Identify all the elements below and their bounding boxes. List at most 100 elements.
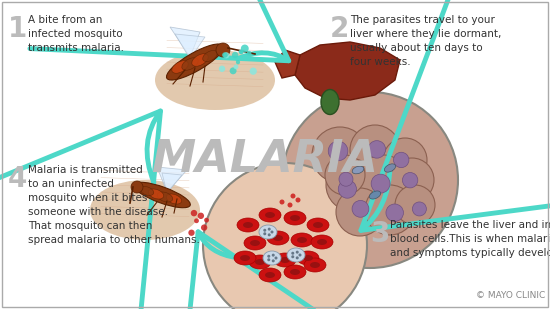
Circle shape	[188, 230, 195, 236]
Ellipse shape	[290, 215, 300, 221]
Ellipse shape	[303, 255, 313, 261]
Ellipse shape	[155, 50, 275, 110]
Ellipse shape	[259, 268, 281, 282]
Circle shape	[272, 254, 275, 257]
Polygon shape	[295, 42, 400, 100]
Circle shape	[272, 259, 275, 262]
Ellipse shape	[274, 253, 296, 267]
Circle shape	[325, 155, 365, 195]
Circle shape	[412, 202, 426, 216]
Circle shape	[216, 43, 230, 57]
Circle shape	[223, 52, 229, 58]
Circle shape	[292, 255, 294, 258]
Ellipse shape	[273, 235, 283, 241]
Ellipse shape	[267, 231, 289, 245]
Text: MALARIA: MALARIA	[152, 138, 378, 181]
Ellipse shape	[291, 233, 313, 247]
Polygon shape	[162, 173, 182, 193]
Text: A bite from an
infected mosquito
transmits malaria.: A bite from an infected mosquito transmi…	[28, 15, 124, 53]
Circle shape	[197, 213, 204, 219]
Ellipse shape	[352, 166, 364, 174]
Text: 2: 2	[330, 15, 349, 43]
Circle shape	[352, 201, 369, 217]
Ellipse shape	[243, 222, 253, 228]
Ellipse shape	[287, 248, 305, 262]
Circle shape	[274, 256, 278, 260]
FancyArrowPatch shape	[361, 0, 550, 231]
Ellipse shape	[311, 235, 333, 249]
Ellipse shape	[237, 218, 259, 232]
Circle shape	[268, 228, 271, 231]
Circle shape	[295, 197, 300, 202]
Polygon shape	[275, 50, 300, 78]
Circle shape	[250, 68, 257, 75]
Circle shape	[241, 44, 249, 53]
Ellipse shape	[304, 258, 326, 272]
Polygon shape	[175, 34, 205, 59]
Circle shape	[296, 256, 299, 259]
Ellipse shape	[321, 90, 339, 115]
Circle shape	[288, 202, 293, 208]
Circle shape	[393, 152, 409, 168]
Polygon shape	[170, 27, 200, 57]
Ellipse shape	[192, 54, 208, 66]
Text: 4: 4	[8, 165, 28, 193]
Ellipse shape	[297, 237, 307, 243]
Ellipse shape	[265, 272, 275, 278]
Ellipse shape	[290, 269, 300, 275]
Circle shape	[395, 185, 435, 225]
Text: Malaria is transmitted
to an uninfected
mosquito when it bites
someone with the : Malaria is transmitted to an uninfected …	[28, 165, 200, 245]
Ellipse shape	[148, 189, 164, 199]
Ellipse shape	[249, 255, 271, 269]
Circle shape	[239, 50, 244, 54]
Ellipse shape	[317, 239, 327, 245]
Circle shape	[339, 172, 353, 186]
Ellipse shape	[284, 265, 306, 279]
Circle shape	[336, 188, 384, 236]
Circle shape	[204, 218, 209, 222]
Circle shape	[338, 180, 356, 198]
Circle shape	[368, 141, 386, 158]
Ellipse shape	[250, 240, 260, 246]
Ellipse shape	[265, 212, 275, 218]
Circle shape	[247, 51, 251, 55]
Circle shape	[299, 253, 301, 256]
Circle shape	[383, 138, 427, 182]
Ellipse shape	[140, 187, 153, 196]
Circle shape	[292, 252, 294, 255]
FancyArrowPatch shape	[171, 232, 413, 309]
Ellipse shape	[240, 255, 250, 261]
Ellipse shape	[203, 50, 217, 61]
Circle shape	[263, 229, 266, 232]
Circle shape	[365, 185, 415, 235]
Circle shape	[203, 163, 367, 309]
Ellipse shape	[313, 222, 323, 228]
Text: The parasites travel to your
liver where they lie dormant,
usually about ten day: The parasites travel to your liver where…	[350, 15, 502, 67]
Ellipse shape	[172, 61, 188, 73]
Circle shape	[290, 193, 295, 198]
Ellipse shape	[259, 225, 277, 239]
Text: © MAYO CLINIC: © MAYO CLINIC	[476, 291, 545, 300]
Ellipse shape	[259, 208, 281, 222]
Ellipse shape	[157, 192, 173, 202]
Circle shape	[282, 92, 458, 268]
Circle shape	[263, 232, 266, 235]
Ellipse shape	[263, 251, 281, 265]
Circle shape	[403, 172, 418, 188]
Circle shape	[350, 125, 400, 175]
Circle shape	[267, 255, 270, 258]
Ellipse shape	[284, 211, 306, 225]
Circle shape	[279, 200, 284, 205]
Circle shape	[201, 224, 207, 231]
FancyArrowPatch shape	[0, 111, 161, 309]
Circle shape	[390, 158, 434, 202]
Ellipse shape	[167, 44, 223, 80]
Circle shape	[230, 67, 236, 74]
Circle shape	[271, 231, 273, 234]
Circle shape	[268, 233, 271, 236]
Ellipse shape	[134, 182, 190, 208]
Circle shape	[236, 60, 240, 64]
Ellipse shape	[244, 236, 266, 250]
Circle shape	[267, 258, 270, 261]
Ellipse shape	[307, 218, 329, 232]
